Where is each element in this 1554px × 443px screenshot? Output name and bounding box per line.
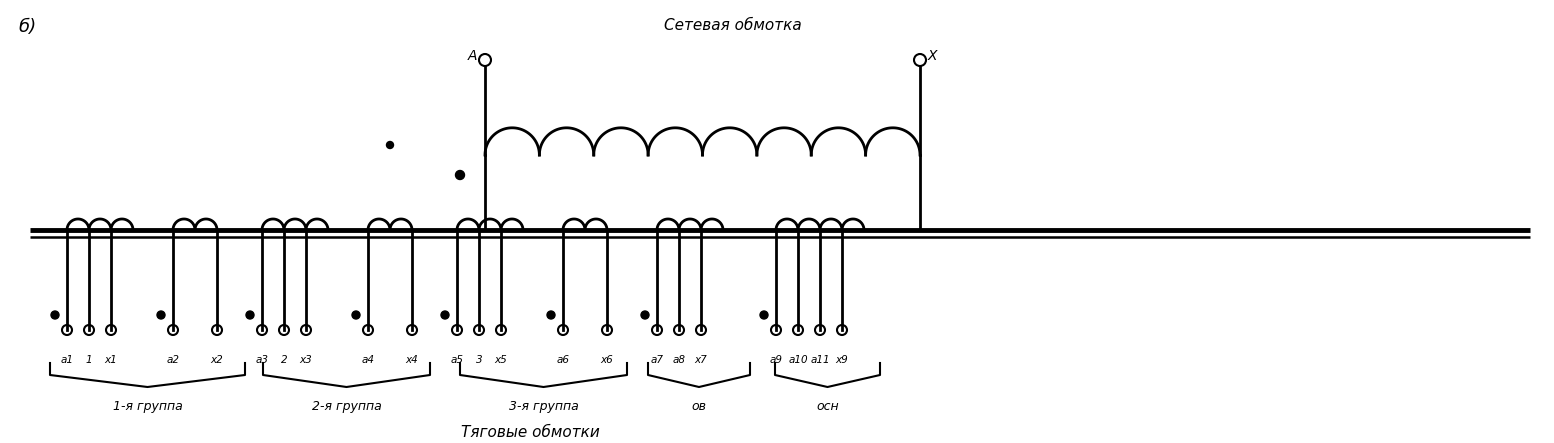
Text: a6: a6 bbox=[556, 355, 569, 365]
Text: x5: x5 bbox=[494, 355, 507, 365]
Text: 2-я группа: 2-я группа bbox=[312, 400, 381, 413]
Text: a7: a7 bbox=[651, 355, 664, 365]
Circle shape bbox=[640, 311, 650, 319]
Circle shape bbox=[157, 311, 165, 319]
Text: a1: a1 bbox=[61, 355, 73, 365]
Text: a2: a2 bbox=[166, 355, 180, 365]
Text: a11: a11 bbox=[810, 355, 830, 365]
Text: A: A bbox=[468, 49, 477, 63]
Circle shape bbox=[760, 311, 768, 319]
Text: 1: 1 bbox=[85, 355, 92, 365]
Text: 1-я группа: 1-я группа bbox=[112, 400, 182, 413]
Text: x4: x4 bbox=[406, 355, 418, 365]
Text: x6: x6 bbox=[601, 355, 614, 365]
Text: x1: x1 bbox=[104, 355, 118, 365]
Text: 3: 3 bbox=[476, 355, 482, 365]
Circle shape bbox=[246, 311, 253, 319]
Text: a4: a4 bbox=[362, 355, 375, 365]
Text: осн: осн bbox=[816, 400, 839, 413]
Text: x7: x7 bbox=[695, 355, 707, 365]
Text: ов: ов bbox=[692, 400, 707, 413]
Text: 2: 2 bbox=[281, 355, 287, 365]
Text: a8: a8 bbox=[673, 355, 685, 365]
Text: Сетевая обмотка: Сетевая обмотка bbox=[664, 18, 802, 33]
Circle shape bbox=[547, 311, 555, 319]
Circle shape bbox=[441, 311, 449, 319]
Circle shape bbox=[387, 141, 393, 148]
Text: a10: a10 bbox=[788, 355, 808, 365]
Text: 3-я группа: 3-я группа bbox=[508, 400, 578, 413]
Text: a9: a9 bbox=[769, 355, 783, 365]
Text: X: X bbox=[928, 49, 937, 63]
Circle shape bbox=[353, 311, 361, 319]
Text: б): б) bbox=[19, 18, 36, 36]
Text: Тяговые обмотки: Тяговые обмотки bbox=[460, 425, 600, 440]
Circle shape bbox=[455, 171, 465, 179]
Text: x3: x3 bbox=[300, 355, 312, 365]
Text: x9: x9 bbox=[836, 355, 848, 365]
Text: x2: x2 bbox=[211, 355, 224, 365]
Text: a3: a3 bbox=[255, 355, 269, 365]
Text: a5: a5 bbox=[451, 355, 463, 365]
Circle shape bbox=[51, 311, 59, 319]
